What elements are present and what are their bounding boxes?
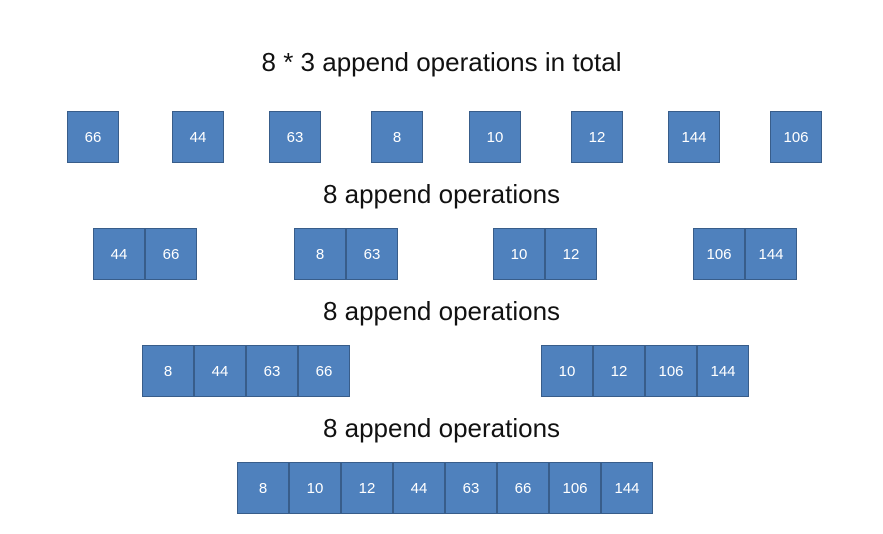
array-group: 44 66 — [93, 228, 197, 280]
array-cell: 44 — [393, 462, 445, 514]
array-group: 8 10 12 44 63 66 106 144 — [237, 462, 653, 514]
array-group: 8 — [371, 111, 423, 163]
array-group: 144 — [668, 111, 720, 163]
array-cell: 144 — [745, 228, 797, 280]
array-cell: 10 — [469, 111, 521, 163]
array-cell: 8 — [142, 345, 194, 397]
array-cell: 8 — [294, 228, 346, 280]
array-cell: 63 — [269, 111, 321, 163]
array-cell: 44 — [172, 111, 224, 163]
array-cell: 44 — [93, 228, 145, 280]
array-group: 106 — [770, 111, 822, 163]
array-cell: 66 — [497, 462, 549, 514]
array-cell: 10 — [289, 462, 341, 514]
array-group: 8 63 — [294, 228, 398, 280]
array-cell: 12 — [545, 228, 597, 280]
array-group: 8 44 63 66 — [142, 345, 350, 397]
array-cell: 12 — [341, 462, 393, 514]
array-cell: 106 — [645, 345, 697, 397]
array-cell: 106 — [770, 111, 822, 163]
array-cell: 63 — [246, 345, 298, 397]
array-group: 10 12 106 144 — [541, 345, 749, 397]
step-caption: 8 append operations — [322, 179, 561, 209]
array-cell: 144 — [601, 462, 653, 514]
step-caption: 8 append operations — [322, 296, 561, 326]
array-cell: 144 — [668, 111, 720, 163]
array-cell: 44 — [194, 345, 246, 397]
array-cell: 66 — [67, 111, 119, 163]
diagram-title: 8 * 3 append operations in total — [261, 47, 622, 77]
array-group: 12 — [571, 111, 623, 163]
array-group: 44 — [172, 111, 224, 163]
array-cell: 63 — [346, 228, 398, 280]
array-cell: 144 — [697, 345, 749, 397]
array-cell: 8 — [237, 462, 289, 514]
array-cell: 10 — [493, 228, 545, 280]
array-cell: 12 — [593, 345, 645, 397]
array-cell: 66 — [145, 228, 197, 280]
array-group: 63 — [269, 111, 321, 163]
array-cell: 106 — [549, 462, 601, 514]
array-cell: 106 — [693, 228, 745, 280]
array-cell: 12 — [571, 111, 623, 163]
array-cell: 8 — [371, 111, 423, 163]
array-group: 10 12 — [493, 228, 597, 280]
array-group: 106 144 — [693, 228, 797, 280]
array-group: 10 — [469, 111, 521, 163]
array-cell: 10 — [541, 345, 593, 397]
array-group: 66 — [67, 111, 119, 163]
array-cell: 63 — [445, 462, 497, 514]
step-caption: 8 append operations — [322, 413, 561, 443]
array-cell: 66 — [298, 345, 350, 397]
